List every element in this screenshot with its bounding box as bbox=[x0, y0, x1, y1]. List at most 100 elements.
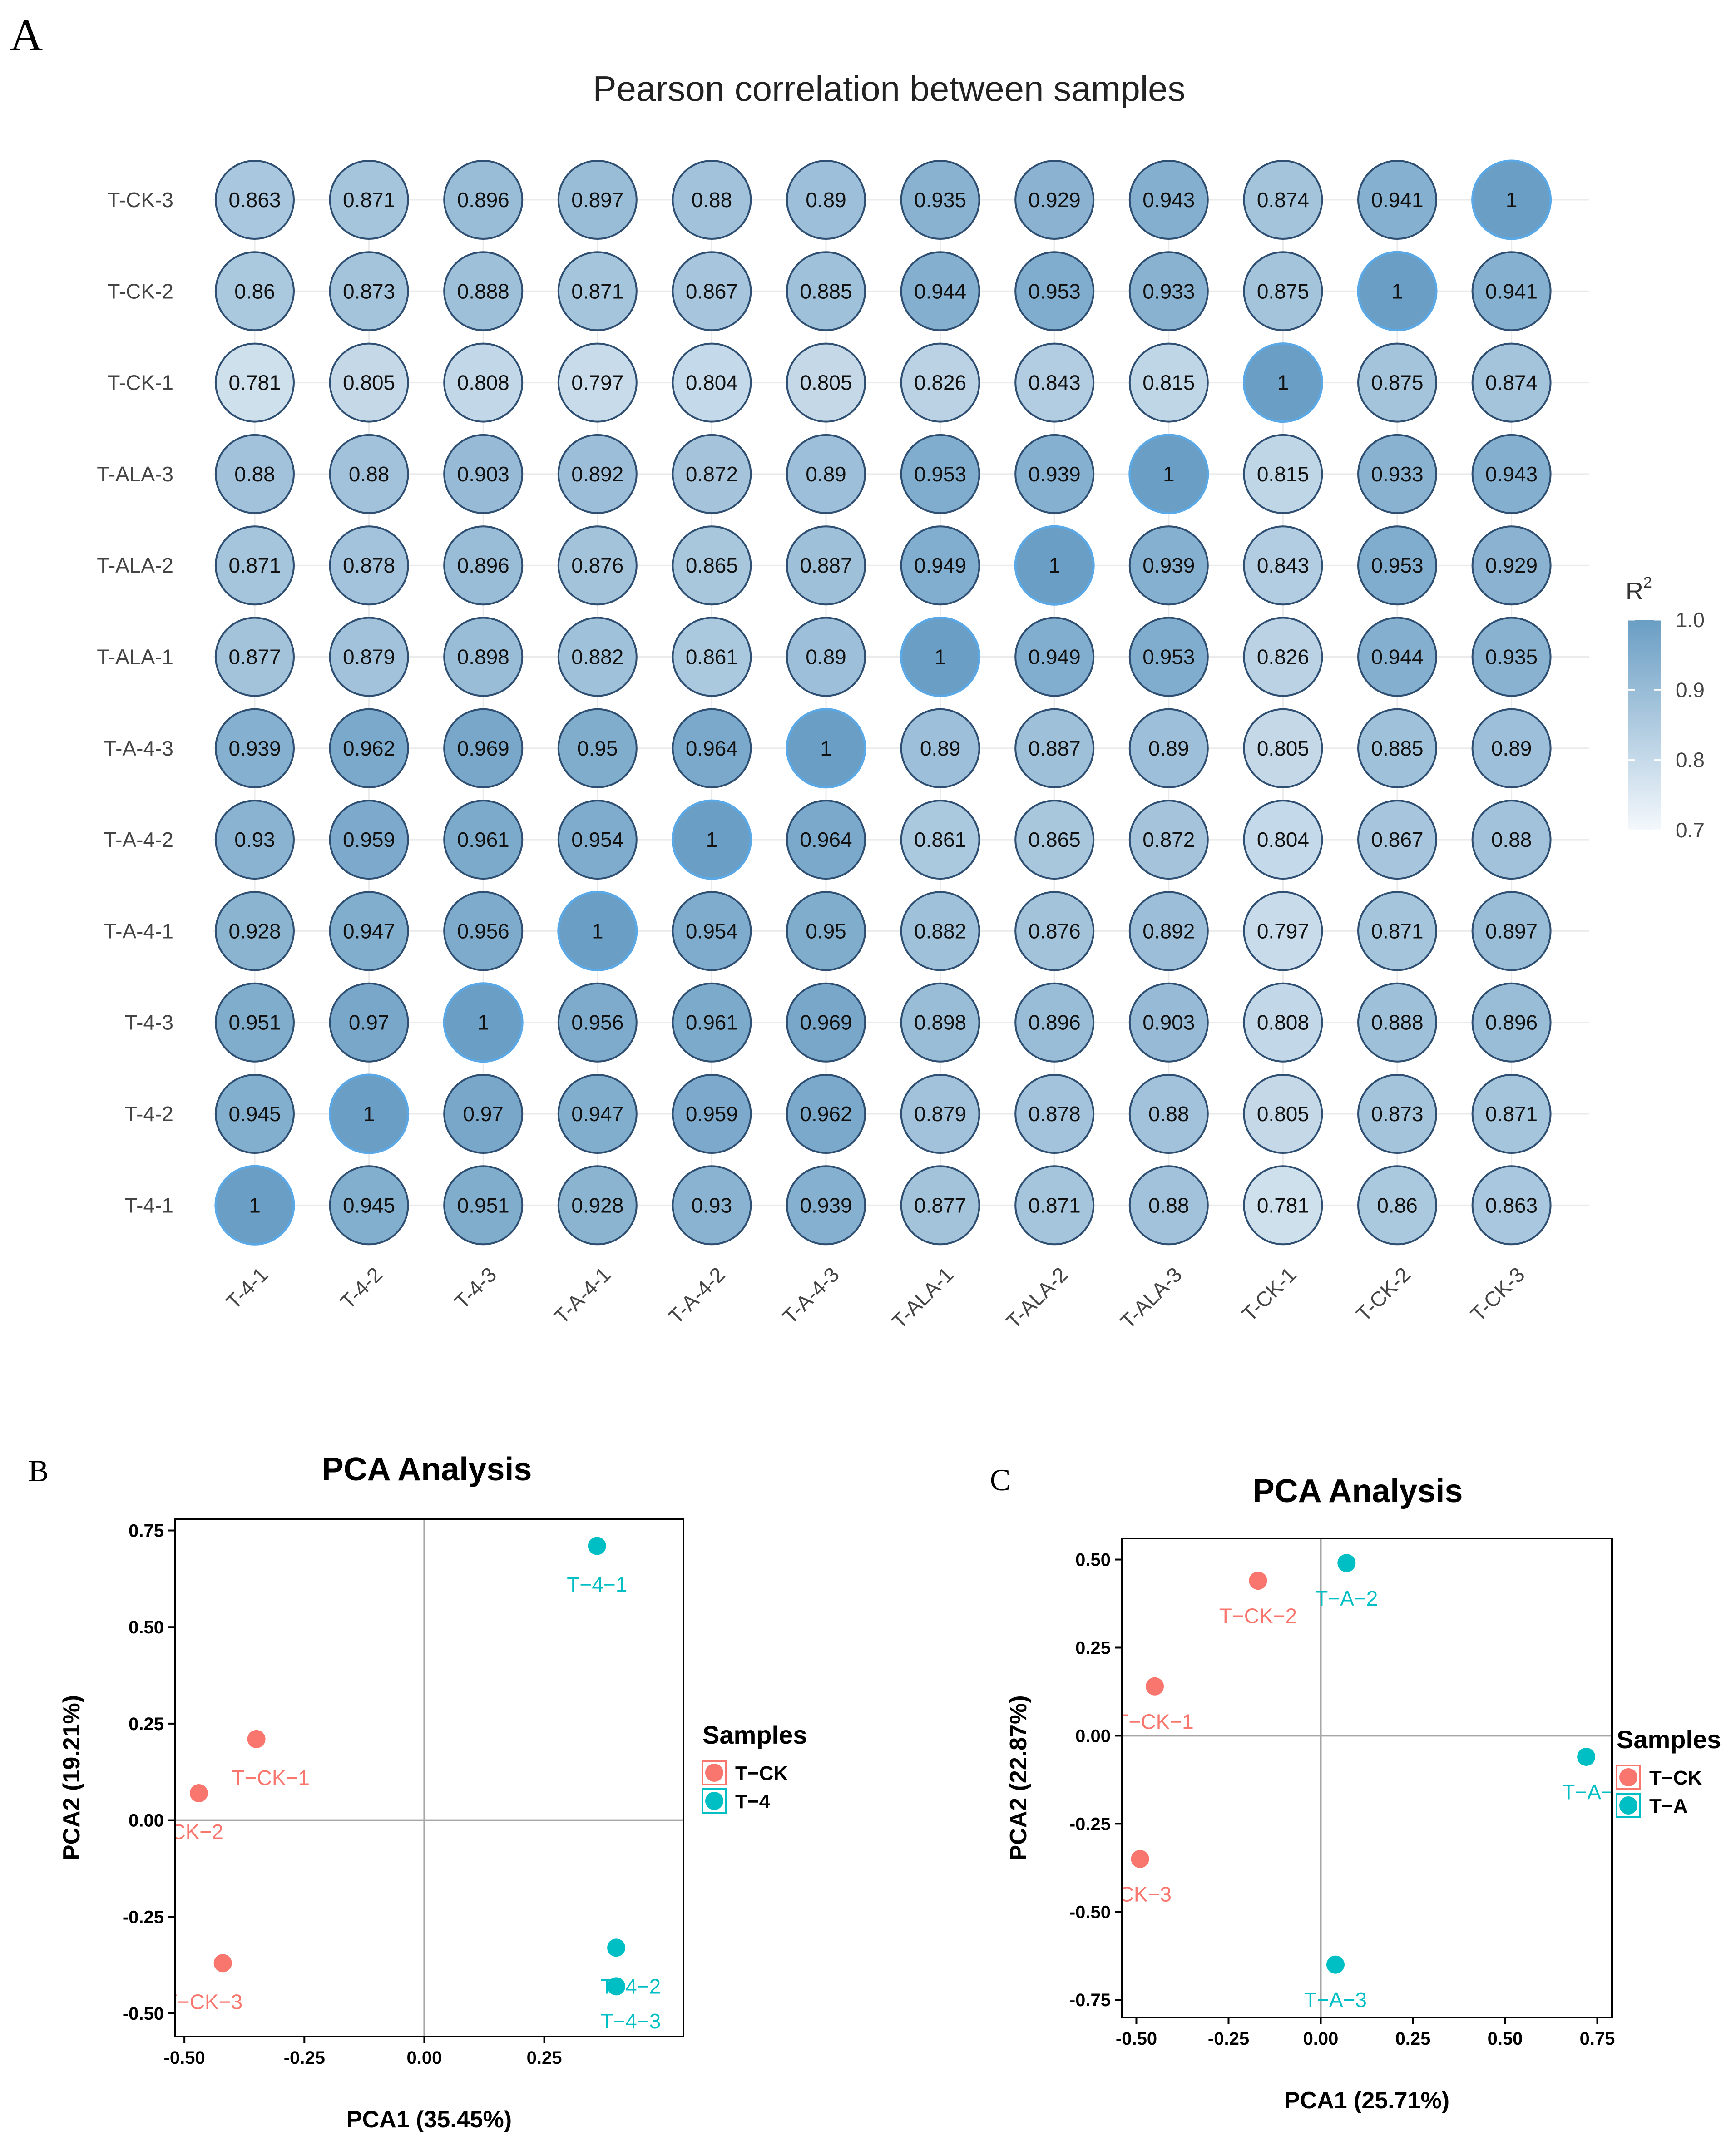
heatmap-cell bbox=[786, 1165, 866, 1246]
heatmap-cell bbox=[443, 800, 524, 880]
heatmap-cell-value: 0.951 bbox=[228, 1011, 281, 1034]
heatmap-x-tick-label: T-4-2 bbox=[336, 1262, 387, 1314]
heatmap-cell bbox=[1357, 1165, 1437, 1246]
heatmap-cell-value: 1 bbox=[1277, 371, 1289, 395]
heatmap-cell bbox=[329, 1073, 410, 1154]
heatmap-cell bbox=[443, 617, 524, 697]
heatmap-cell-value: 0.939 bbox=[1029, 462, 1081, 486]
point-label: T−A−1 bbox=[1562, 1780, 1625, 1804]
heatmap-cell-value: 0.945 bbox=[228, 1102, 281, 1126]
heatmap-cell-value: 0.888 bbox=[457, 279, 509, 303]
heatmap-cell bbox=[900, 160, 980, 240]
heatmap-cell-value: 0.88 bbox=[1491, 828, 1532, 851]
heatmap-cell bbox=[1471, 982, 1552, 1063]
heatmap-cell-value: 0.805 bbox=[343, 371, 395, 395]
heatmap-cell-value: 0.939 bbox=[228, 737, 281, 760]
heatmap-cell-value: 0.865 bbox=[686, 554, 738, 577]
heatmap-cell-value: 0.941 bbox=[1485, 279, 1538, 303]
heatmap-cell-value: 0.867 bbox=[1371, 828, 1423, 851]
heatmap-cell-value: 0.962 bbox=[800, 1102, 852, 1126]
heatmap-cell-value: 0.947 bbox=[343, 919, 395, 943]
heatmap-cell bbox=[786, 525, 866, 606]
legend-tick-label: 0.8 bbox=[1676, 748, 1705, 772]
heatmap-cell bbox=[1014, 617, 1095, 697]
heatmap-cell-value: 0.805 bbox=[1257, 1102, 1309, 1126]
heatmap-cell bbox=[1128, 251, 1209, 331]
heatmap-cell-value: 0.954 bbox=[571, 828, 623, 851]
heatmap-cell-value: 1 bbox=[363, 1102, 375, 1126]
heatmap-cell-value: 1 bbox=[1163, 462, 1175, 486]
heatmap-cell-value: 0.88 bbox=[1148, 1193, 1189, 1217]
heatmap-cell bbox=[786, 160, 866, 240]
heatmap-cell bbox=[215, 434, 295, 514]
heatmap-cell bbox=[1128, 342, 1209, 423]
y-axis-label: PCA2 (22.87%) bbox=[1005, 1695, 1032, 1860]
heatmap-cell bbox=[672, 982, 752, 1063]
heatmap-cell bbox=[443, 342, 524, 423]
heatmap-legend: R2 1.0 0.9 0.8 0.7 bbox=[1626, 574, 1705, 842]
heatmap-y-tick-label: T-ALA-1 bbox=[97, 645, 173, 669]
legend-label: T−CK bbox=[735, 1762, 788, 1785]
heatmap-cell bbox=[443, 160, 524, 240]
heatmap-cell bbox=[557, 434, 638, 514]
heatmap-cell-value: 0.953 bbox=[1142, 645, 1195, 669]
heatmap-cell bbox=[443, 1165, 524, 1246]
heatmap-cell-value: 0.951 bbox=[457, 1193, 509, 1217]
heatmap-cell bbox=[1471, 342, 1552, 423]
x-tick-label: -0.50 bbox=[1116, 2029, 1157, 2049]
heatmap-cell bbox=[786, 800, 866, 880]
y-tick-label: 0.50 bbox=[1075, 1550, 1111, 1570]
heatmap-cell-value: 0.805 bbox=[1257, 737, 1309, 760]
heatmap-cell bbox=[1357, 525, 1437, 606]
heatmap-cell-value: 0.959 bbox=[343, 828, 395, 851]
y-tick-label: -0.25 bbox=[123, 1907, 164, 1927]
heatmap-cell bbox=[1471, 1074, 1552, 1154]
x-tick-label: -0.25 bbox=[1208, 2029, 1249, 2049]
heatmap-y-tick-label: T-CK-2 bbox=[107, 279, 173, 303]
heatmap-cell-value: 0.903 bbox=[1142, 1011, 1195, 1034]
legend-key-point bbox=[1619, 1768, 1637, 1786]
heatmap-cell-value: 0.88 bbox=[1148, 1102, 1189, 1126]
heatmap-cell bbox=[557, 982, 638, 1063]
heatmap-cell bbox=[215, 708, 295, 788]
point-label: T−4−3 bbox=[600, 2009, 661, 2033]
heatmap-cell-value: 0.956 bbox=[457, 919, 509, 943]
pca-b-title: PCA Analysis bbox=[322, 1451, 532, 1488]
heatmap-cell-value: 0.959 bbox=[686, 1102, 738, 1126]
heatmap-cell bbox=[672, 617, 752, 697]
pca-plot-b: T−CK−2T−CK−1T−CK−3T−4−1T−4−2T−4−3-0.50 -0… bbox=[59, 1518, 807, 2133]
heatmap-cell-value: 0.843 bbox=[1257, 554, 1309, 577]
y-tick-label: -0.50 bbox=[123, 2004, 164, 2024]
heatmap-cell bbox=[329, 891, 409, 971]
heatmap-cell bbox=[557, 342, 638, 423]
heatmap-cell bbox=[557, 1165, 638, 1246]
heatmap-cell bbox=[1357, 160, 1437, 240]
heatmap-x-tick-label: T-A-4-1 bbox=[549, 1262, 615, 1328]
heatmap-cell bbox=[1128, 434, 1209, 514]
point-label: T−CK−1 bbox=[1116, 1710, 1193, 1733]
heatmap-cell bbox=[1014, 982, 1095, 1063]
heatmap-y-tick-label: T-4-3 bbox=[125, 1011, 173, 1034]
heatmap-x-tick-label: T-A-4-2 bbox=[663, 1262, 729, 1328]
heatmap-cell bbox=[786, 708, 866, 789]
heatmap-cell-value: 0.781 bbox=[228, 371, 281, 395]
y-tick-label: 0.25 bbox=[1075, 1638, 1111, 1658]
heatmap-cell bbox=[900, 525, 980, 606]
heatmap-cell bbox=[443, 251, 524, 331]
heatmap-cell bbox=[1471, 708, 1552, 788]
data-point bbox=[607, 1977, 626, 1996]
heatmap-cell-value: 0.876 bbox=[571, 554, 623, 577]
heatmap-cell-value: 0.944 bbox=[1371, 645, 1423, 669]
heatmap-cell-value: 0.861 bbox=[686, 645, 738, 669]
heatmap-cell-value: 0.815 bbox=[1142, 371, 1195, 395]
heatmap-cell-value: 0.95 bbox=[577, 737, 618, 760]
heatmap-cell bbox=[215, 525, 295, 606]
heatmap-cell-value: 0.885 bbox=[1371, 737, 1423, 760]
legend-key-point bbox=[705, 1792, 723, 1810]
heatmap-cell bbox=[1471, 159, 1552, 240]
heatmap-cell-value: 0.89 bbox=[1491, 737, 1532, 760]
heatmap-cell-value: 0.781 bbox=[1257, 1193, 1309, 1217]
heatmap-cell bbox=[329, 1165, 409, 1246]
legend-label: T−CK bbox=[1649, 1767, 1702, 1789]
